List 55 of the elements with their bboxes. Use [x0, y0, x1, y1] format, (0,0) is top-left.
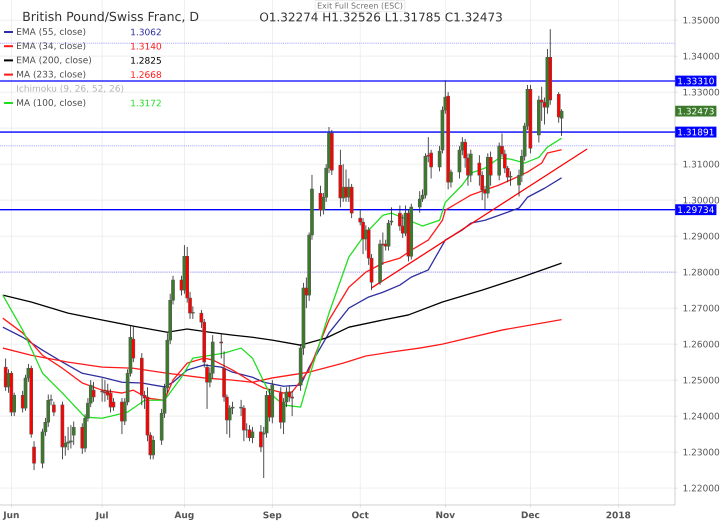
y-tick-label: 1.28000 [684, 268, 720, 276]
candlestick [250, 426, 254, 444]
candlestick [69, 424, 73, 449]
annotation: 1.3062 [131, 28, 161, 36]
candlestick [468, 149, 473, 183]
annotation: 1.3140 [131, 42, 162, 50]
y-tick-label: 1.35000 [684, 16, 720, 24]
y-tick-label: 1.31000 [684, 160, 720, 168]
text: 1.32473 [678, 108, 714, 115]
x-tick-label: Sep [263, 512, 282, 520]
legend-label: EMA (200, close) [17, 56, 91, 64]
candlestick [219, 332, 224, 359]
x-tick-label: 2018 [606, 512, 630, 518]
ref-line-label: 1.33310 [678, 78, 714, 84]
x-tick-label: Oct [352, 512, 369, 518]
candlestick [32, 440, 36, 470]
x-tick-label: Dec [522, 512, 540, 518]
y-tick-label: 1.29000 [684, 232, 720, 240]
y-tick-label: 1.33000 [684, 88, 720, 96]
candlestick [100, 378, 104, 402]
x-tick-label: Nov [436, 512, 455, 518]
candlestick [151, 435, 155, 460]
legend-label: MA (100, close) [17, 98, 86, 108]
y-tick-label: 1.27000 [684, 304, 720, 312]
annotation: 1.3172 [131, 100, 161, 106]
legend-label: MA (233, close) [17, 70, 86, 79]
candlestick [418, 190, 422, 214]
ref-line-label: 1.31891 [678, 128, 714, 136]
candlestick [103, 380, 107, 402]
text: British Pound/Swiss Franc, D [23, 12, 198, 22]
candlestick [318, 185, 322, 217]
text: O1.32274 H1.32526 L1.31785 C1.32473 [260, 12, 502, 22]
x-tick-label: Aug [174, 512, 194, 520]
line-series [2, 262, 562, 346]
y-tick-label: 1.25000 [684, 376, 720, 384]
annotation: Exit Full Screen (ESC) [318, 2, 402, 10]
y-tick-label: 1.26000 [684, 340, 720, 348]
legend-label: EMA (34, close) [17, 42, 86, 50]
line-series [2, 177, 562, 388]
candlestick [92, 382, 96, 402]
y-tick-label: 1.34000 [684, 52, 720, 60]
y-tick-label: 1.30000 [684, 196, 720, 204]
annotation: 1.2668 [131, 71, 162, 78]
ref-line-label: 1.29734 [678, 206, 714, 214]
annotation: 1.2825 [131, 56, 161, 64]
legend-label: EMA (55, close) [17, 28, 86, 36]
y-tick-label: 1.22000 [684, 484, 720, 492]
y-tick-label: 1.23000 [684, 448, 720, 456]
candlestick [508, 170, 512, 186]
x-tick-label: Jun [2, 512, 19, 520]
x-tick-label: Jul [95, 512, 108, 520]
annotation: Ichimoku (9, 26, 52, 26) [17, 84, 124, 93]
candlestick [248, 424, 252, 442]
candlestick [72, 421, 76, 446]
y-tick-label: 1.24000 [684, 412, 720, 420]
